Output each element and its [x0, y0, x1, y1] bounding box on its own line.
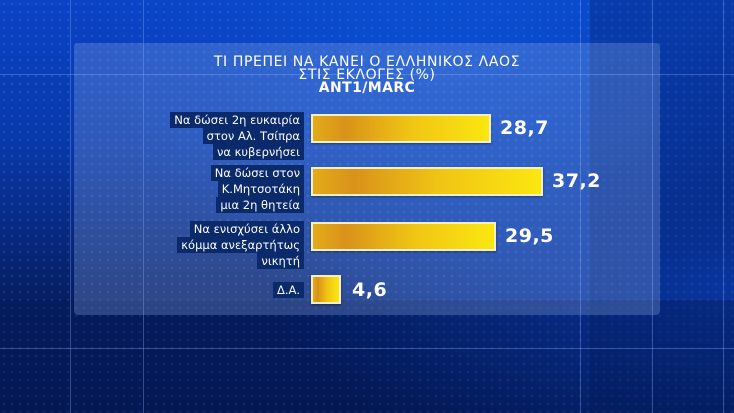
bar-label-mitsotakis: Να δώσει στον Κ.Μητσοτάκη μια 2η θητεία [210, 165, 304, 213]
background-gridline [0, 348, 734, 349]
bar-value-tsipras: 28,7 [500, 117, 549, 139]
chart-source: ANT1/MARC [318, 80, 416, 96]
bar-label-line: να κυβερνήσει [212, 144, 304, 160]
background-gridline [0, 74, 734, 75]
background-gridline [723, 0, 724, 413]
bar-label-line: Δ.Α. [272, 282, 304, 298]
bar-label-other-party: Να ενισχύσει άλλο κόμμα ανεξαρτήτως νικη… [177, 221, 304, 269]
bar-label-tsipras: Να δώσει 2η ευκαιρία στον Αλ. Τσίπρα να … [170, 112, 304, 160]
bar-value-other-party: 29,5 [505, 225, 554, 247]
bar-label-line: Να ενισχύσει άλλο [189, 221, 304, 237]
bar-mitsotakis [311, 167, 543, 196]
background-gridline [580, 0, 581, 413]
bar-tsipras [311, 114, 491, 143]
bar-label-line: κόμμα ανεξαρτήτως [177, 237, 304, 253]
background-gridline [652, 0, 653, 413]
bar-value-mitsotakis: 37,2 [552, 170, 601, 192]
chart-title: ΤΙ ΠΡΕΠΕΙ ΝΑ ΚΑΝΕΙ Ο ΕΛΛΗΝΙΚΟΣ ΛΑΟΣ ΣΤΙΣ… [74, 54, 660, 96]
bar-label-line: Να δώσει 2η ευκαιρία [170, 112, 304, 128]
chart-title-line-2: ΣΤΙΣ ΕΚΛΟΓΕΣ (%) [298, 67, 436, 83]
bar-label-no-answer: Δ.Α. [272, 282, 304, 298]
background-block [0, 300, 734, 413]
bar-label-line: Να δώσει στον [210, 165, 304, 181]
background-gridline [70, 0, 71, 413]
bar-no-answer [311, 275, 341, 304]
background-gridline [143, 0, 144, 413]
background-block [590, 0, 734, 413]
bar-value-no-answer: 4,6 [352, 279, 388, 301]
bar-label-line: στον Αλ. Τσίπρα [202, 128, 304, 144]
bar-label-line: μια 2η θητεία [216, 197, 304, 213]
bar-label-line: νικητή [257, 253, 304, 269]
bar-label-line: Κ.Μητσοτάκη [217, 181, 304, 197]
chart-title-line-1: ΤΙ ΠΡΕΠΕΙ ΝΑ ΚΑΝΕΙ Ο ΕΛΛΗΝΙΚΟΣ ΛΑΟΣ [213, 54, 521, 70]
bar-other-party [311, 222, 496, 251]
